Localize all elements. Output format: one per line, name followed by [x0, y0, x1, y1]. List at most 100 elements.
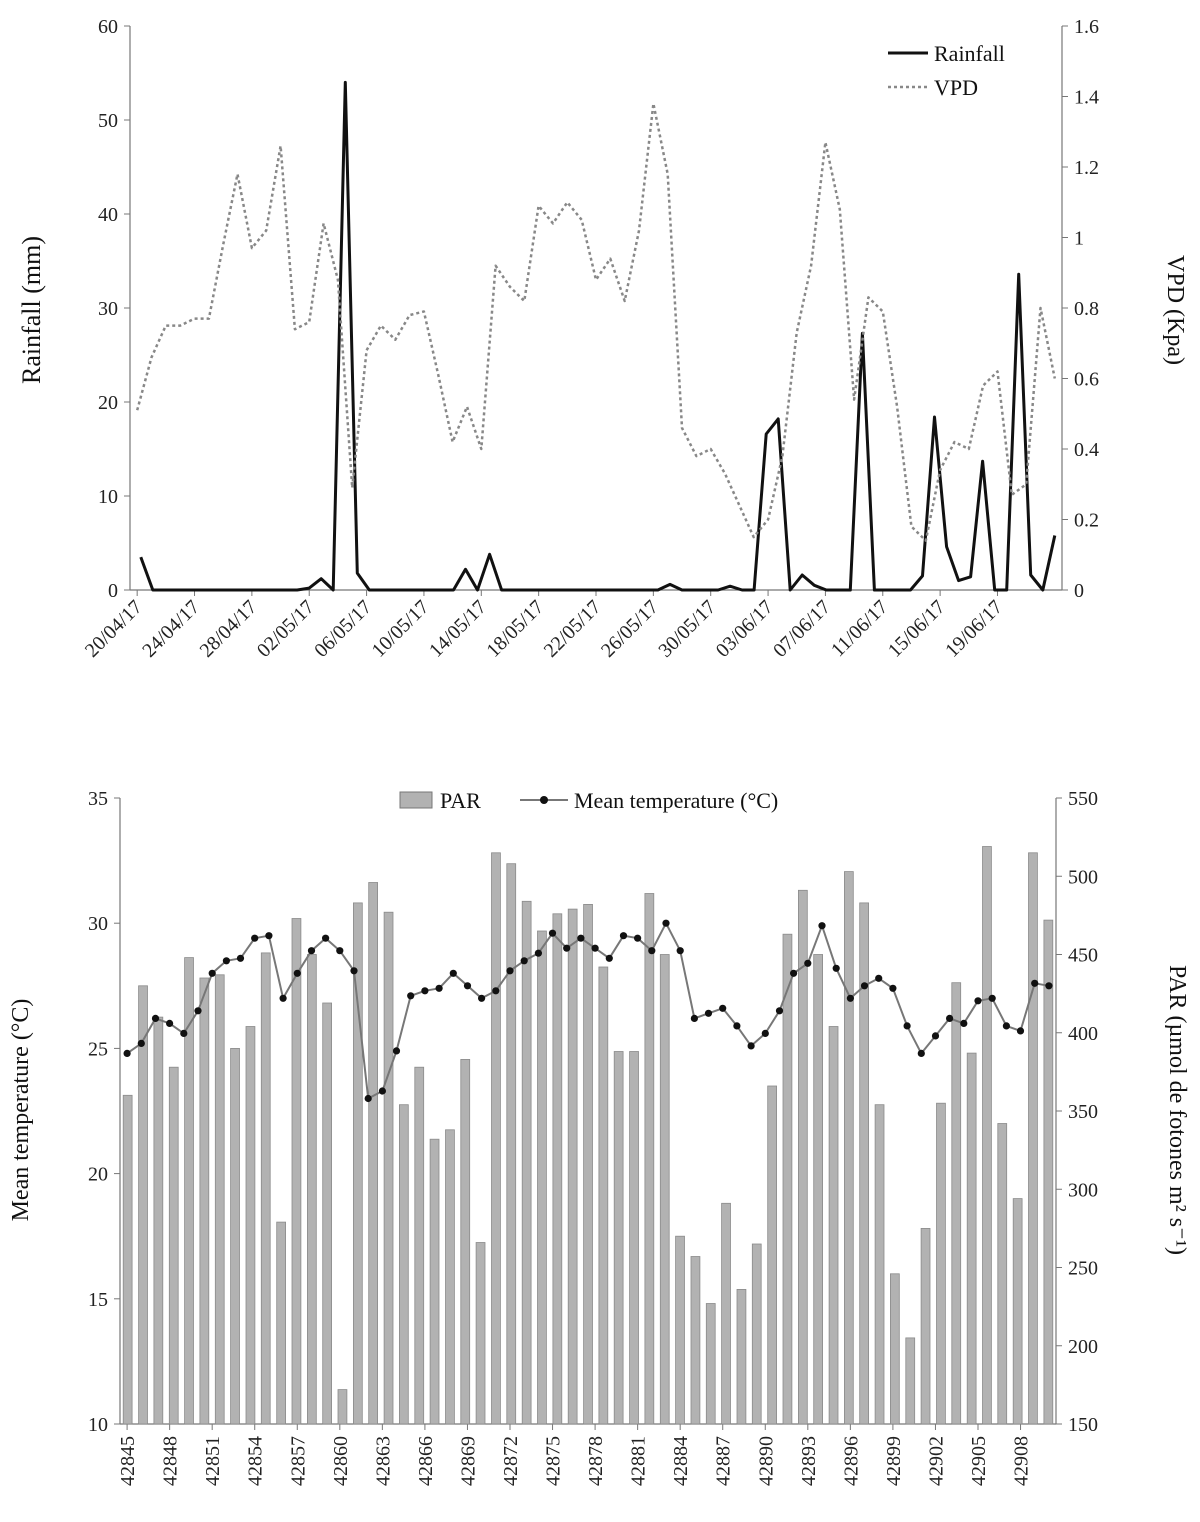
- par-bar: [337, 1389, 348, 1425]
- par-bar: [798, 889, 808, 1425]
- par-bar: [659, 954, 670, 1425]
- par-bar: [230, 1048, 240, 1425]
- par-bar: [429, 1138, 440, 1425]
- legend-swatch-temperature-marker: [540, 796, 548, 804]
- serial-date-x-tick-label: 42890: [755, 1436, 777, 1486]
- temperature-point: [208, 969, 216, 977]
- temperature-point: [775, 1007, 784, 1015]
- par-bar: [1043, 919, 1054, 1425]
- par-y-tick-label: 150: [1068, 1414, 1098, 1436]
- temperature-point: [747, 1042, 755, 1050]
- serial-date-x-tick-label: 42899: [883, 1436, 905, 1486]
- temperature-point: [407, 992, 415, 1000]
- temperature-point: [804, 959, 812, 967]
- legend-swatch-par: [399, 791, 433, 809]
- par-y-tick-label: 500: [1068, 866, 1098, 888]
- par-bar: [291, 918, 302, 1425]
- par-y-tick-label: 200: [1068, 1336, 1098, 1358]
- vpd-y-tick-label: 0.6: [1074, 369, 1099, 391]
- par-bar: [997, 1123, 1008, 1425]
- par-bar: [276, 1221, 287, 1425]
- temperature-point: [832, 964, 840, 972]
- temperature-series-line: [126, 922, 1050, 1100]
- par-bar: [475, 1242, 486, 1425]
- legend-label-par: PAR: [440, 788, 481, 813]
- rainfall-series-line: [139, 80, 1057, 592]
- serial-date-x-tick-label: 42860: [330, 1436, 352, 1486]
- temperature-point: [761, 1029, 769, 1037]
- par-temperature-legend: PAR Mean temperature (°C): [399, 788, 778, 813]
- par-bar: [598, 966, 609, 1425]
- serial-date-x-tick-label: 42848: [160, 1436, 182, 1486]
- par-bar: [184, 957, 194, 1425]
- temperature-point: [790, 969, 798, 977]
- par-bar: [705, 1303, 716, 1425]
- serial-date-x-tick-label: 42872: [500, 1436, 522, 1486]
- par-bar-group: [122, 846, 1054, 1425]
- par-bar: [583, 904, 593, 1425]
- temperature-point: [222, 957, 230, 965]
- temperature-point: [875, 974, 883, 982]
- vpd-y-tick-label: 1.4: [1074, 87, 1099, 109]
- temperature-line-group: [123, 919, 1053, 1103]
- par-bar: [751, 1243, 762, 1425]
- temperature-point: [605, 954, 613, 962]
- par-y-tick-label: 450: [1068, 945, 1098, 967]
- temperature-y-tick-label: 35: [88, 788, 108, 810]
- temperature-point: [860, 982, 869, 990]
- par-y-tick-label: 350: [1068, 1101, 1098, 1123]
- par-bar: [644, 893, 655, 1425]
- temperature-point: [435, 984, 443, 992]
- rainfall-y-tick-label: 10: [98, 486, 118, 508]
- par-bar: [859, 902, 870, 1425]
- serial-date-x-tick-label: 42857: [287, 1436, 309, 1486]
- par-bar: [567, 908, 578, 1425]
- legend-label-rainfall: Rainfall: [934, 41, 1005, 66]
- temperature-point: [818, 922, 826, 930]
- par-bar: [920, 1228, 931, 1425]
- temperature-point: [265, 932, 273, 940]
- temperature-point: [492, 987, 500, 995]
- par-y-tick-label: 400: [1068, 1023, 1098, 1045]
- temperature-y-tick-label: 15: [88, 1289, 108, 1311]
- temperature-point: [577, 934, 585, 942]
- rainfall-y-tick-label: 50: [98, 110, 118, 132]
- par-bar: [874, 1104, 885, 1425]
- temperature-point: [903, 1022, 911, 1030]
- temperature-point: [123, 1049, 131, 1057]
- temperature-point: [1002, 1022, 1011, 1030]
- temperature-point: [563, 944, 571, 952]
- par-bar: [306, 954, 317, 1425]
- vpd-line-group: [135, 102, 1057, 542]
- par-bar: [982, 846, 992, 1425]
- rainfall-vpd-legend: Rainfall VPD: [888, 41, 1005, 100]
- par-bar: [122, 1094, 133, 1425]
- vpd-axis-label: VPD (Kpa): [1162, 255, 1188, 365]
- par-bar: [782, 933, 793, 1425]
- vpd-y-tick-label: 0.2: [1074, 510, 1099, 532]
- temperature-point: [166, 1019, 174, 1027]
- temperature-point: [520, 957, 528, 965]
- temperature-point: [974, 997, 982, 1005]
- serial-date-x-tick-label: 42866: [415, 1436, 437, 1486]
- rainfall-y-tick-label: 0: [108, 580, 118, 602]
- par-y-tick-label: 250: [1068, 1258, 1098, 1280]
- par-bar: [721, 1202, 731, 1425]
- rainfall-y-tick-label: 40: [98, 204, 118, 226]
- rainfall-y-tick-label: 20: [98, 392, 118, 414]
- temperature-y-tick-label: 20: [88, 1164, 108, 1186]
- rainfall-axis-label: Rainfall (mm): [17, 236, 46, 384]
- par-temperature-chart: 10 15 20 25 30 35 150 200 250 300 350 400 450 500 550 4…: [8, 788, 1190, 1486]
- serial-date-x-tick-label: 42905: [968, 1436, 990, 1486]
- temperature-point: [137, 1039, 145, 1047]
- temperature-point: [591, 944, 599, 952]
- temperature-point: [634, 934, 642, 942]
- par-bar: [352, 902, 363, 1425]
- par-bar: [506, 863, 517, 1425]
- par-bar: [491, 852, 501, 1425]
- rainfall-y-tick-label: 30: [98, 298, 118, 320]
- par-bar: [460, 1059, 471, 1425]
- par-bar: [260, 952, 271, 1425]
- par-bar: [322, 1002, 333, 1425]
